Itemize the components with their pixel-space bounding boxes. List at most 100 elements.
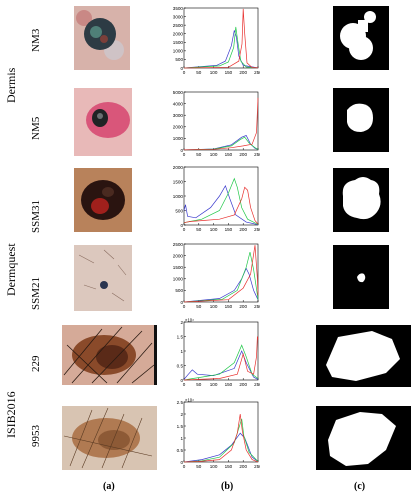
y-tick-label: 2000 <box>173 165 184 170</box>
y-tick-label: 1500 <box>173 265 184 270</box>
x-tick-label: 150 <box>225 382 233 387</box>
lesion-image-nm3 <box>74 6 130 70</box>
x-tick-label: 250 <box>254 227 260 232</box>
mask-nm3 <box>333 6 389 70</box>
row-label-229: 229 <box>30 355 42 373</box>
mask-nm5 <box>333 88 389 152</box>
lesion-image-229 <box>62 325 157 385</box>
column-label-c: (c) <box>354 481 366 492</box>
y-tick-label: 1000 <box>173 194 184 199</box>
y-tick-label: 0 <box>180 223 183 228</box>
y-tick-label: 2500 <box>173 242 184 247</box>
y-tick-label: 2 <box>180 320 183 325</box>
x-tick-label: 200 <box>239 382 247 387</box>
series-red <box>183 336 259 381</box>
mask-ssm31 <box>333 168 389 232</box>
row-label-nm5: NM5 <box>30 116 42 140</box>
y-tick-label: 1000 <box>173 136 184 141</box>
row-label-ssm31: SSM31 <box>30 199 42 233</box>
x-tick-label: 0 <box>183 304 186 309</box>
series-blue <box>183 432 259 463</box>
x-tick-label: 250 <box>254 464 260 469</box>
group-label-isib2016: ISIB2016 <box>4 391 18 438</box>
lesion-image-ssm21 <box>74 245 132 311</box>
y-tick-label: 0 <box>180 460 183 465</box>
series-green <box>183 177 259 225</box>
y-tick-label: 0.5 <box>177 363 184 368</box>
x-tick-label: 150 <box>225 464 233 469</box>
x-tick-label: 50 <box>196 70 202 75</box>
y-tick-label: 3000 <box>173 113 184 118</box>
y-tick-label: 1 <box>180 436 183 441</box>
y-tick-label: 1000 <box>173 277 184 282</box>
plot-frame <box>183 91 259 151</box>
x-tick-label: 50 <box>196 152 202 157</box>
series-blue <box>183 350 259 380</box>
x-tick-label: 100 <box>210 152 218 157</box>
y-tick-label: 0 <box>180 378 183 383</box>
x-tick-label: 200 <box>239 304 247 309</box>
series-green <box>183 252 259 303</box>
x-tick-label: 0 <box>183 70 186 75</box>
y-tick-label: 0 <box>180 300 183 305</box>
y-tick-label: 0.5 <box>177 448 184 453</box>
x-tick-label: 250 <box>254 382 260 387</box>
x-tick-label: 0 <box>183 152 186 157</box>
y-tick-label: 0 <box>180 148 183 153</box>
x-tick-label: 100 <box>210 70 218 75</box>
series-green <box>183 344 259 381</box>
plot-frame <box>183 243 259 303</box>
y-tick-label: 500 <box>175 208 183 213</box>
y-tick-label: 1500 <box>173 40 184 45</box>
series-red <box>183 97 259 151</box>
column-label-a: (a) <box>103 481 115 492</box>
y-tick-label: 1.5 <box>177 424 184 429</box>
series-green <box>183 136 259 151</box>
x-tick-label: 50 <box>196 227 202 232</box>
y-tick-label: 1000 <box>173 49 184 54</box>
x-tick-label: 200 <box>239 152 247 157</box>
row-label-nm3: NM3 <box>30 28 42 52</box>
x-tick-label: 150 <box>225 152 233 157</box>
histogram-ssm21: 0 500 1000 1500 2000 2500 0 50 100 150 200 250 <box>173 242 260 309</box>
y-tick-label: 5000 <box>173 90 184 95</box>
mask-ssm21 <box>333 245 389 309</box>
series-red <box>183 186 259 225</box>
y-tick-label: 3500 <box>173 6 184 11</box>
y-tick-label: 2500 <box>173 23 184 28</box>
series-red <box>183 413 259 463</box>
x-tick-label: 100 <box>210 382 218 387</box>
series-red <box>183 245 259 303</box>
y-tick-label: 500 <box>175 288 183 293</box>
y-tick-label: 1500 <box>173 179 184 184</box>
x-tick-label: 0 <box>183 464 186 469</box>
histogram-nm5: 0 1000 2000 3000 4000 5000 0 50 100 150 200 250 <box>173 90 260 157</box>
y-tick-label: 2 <box>180 412 183 417</box>
plot-frame <box>183 321 259 381</box>
group-label-dermquest: Dermquest <box>4 243 18 296</box>
x-tick-label: 100 <box>210 227 218 232</box>
plot-frame <box>183 7 259 69</box>
x-tick-label: 200 <box>239 227 247 232</box>
y-exponent: ×10⁴ <box>185 318 194 323</box>
y-tick-label: 4000 <box>173 101 184 106</box>
x-tick-label: 200 <box>239 70 247 75</box>
x-tick-label: 50 <box>196 304 202 309</box>
y-tick-label: 2.5 <box>177 400 184 405</box>
lesion-image-ssm31 <box>74 168 132 232</box>
row-label-ssm21: SSM21 <box>30 276 42 310</box>
y-exponent: ×10⁴ <box>185 398 194 403</box>
x-tick-label: 150 <box>225 70 233 75</box>
y-tick-label: 500 <box>175 57 183 62</box>
y-tick-label: 2000 <box>173 32 184 37</box>
x-tick-label: 0 <box>183 382 186 387</box>
histogram-229: 0 0.5 1 1.5 2 0 50 100 150 200 250 ×10⁴ <box>177 318 260 387</box>
histogram-9953: 0 0.5 1 1.5 2 2.5 0 50 100 150 200 250 ×10⁴ <box>177 398 260 469</box>
x-tick-label: 50 <box>196 382 202 387</box>
group-label-dermis: Dermis <box>4 67 18 103</box>
plot-frame <box>183 166 259 226</box>
lesion-image-nm5 <box>74 88 132 156</box>
y-tick-label: 3000 <box>173 14 184 19</box>
series-blue <box>183 184 259 226</box>
x-tick-label: 50 <box>196 464 202 469</box>
